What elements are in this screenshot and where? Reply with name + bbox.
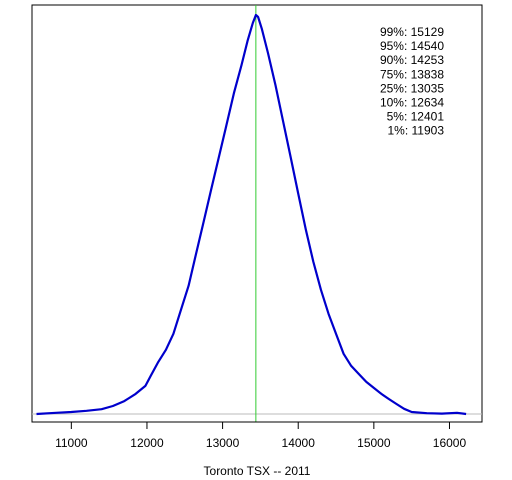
x-tick-label: 12000 bbox=[130, 436, 164, 450]
quantile-label: 1%: 11903 bbox=[388, 124, 445, 138]
quantile-label: 5%: 12401 bbox=[387, 110, 445, 124]
x-tick-label: 16000 bbox=[433, 436, 467, 450]
quantile-label: 10%: 12634 bbox=[380, 96, 444, 110]
quantile-label: 25%: 13035 bbox=[380, 81, 444, 95]
x-tick-label: 14000 bbox=[282, 436, 316, 450]
quantile-label: 90%: 14253 bbox=[380, 53, 444, 67]
x-tick-label: 15000 bbox=[357, 436, 391, 450]
density-curve bbox=[36, 13, 467, 416]
quantile-label: 75%: 13838 bbox=[380, 67, 444, 81]
quantile-label: 99%: 15129 bbox=[380, 25, 444, 39]
x-tick-label: 13000 bbox=[206, 436, 240, 450]
x-axis-ticks: 11000 12000 13000 14000 15000 16000 bbox=[55, 422, 466, 450]
x-axis-label: Toronto TSX -- 2011 bbox=[204, 464, 311, 478]
quantile-label: 95%: 14540 bbox=[380, 39, 444, 53]
x-tick-label: 11000 bbox=[55, 436, 88, 450]
